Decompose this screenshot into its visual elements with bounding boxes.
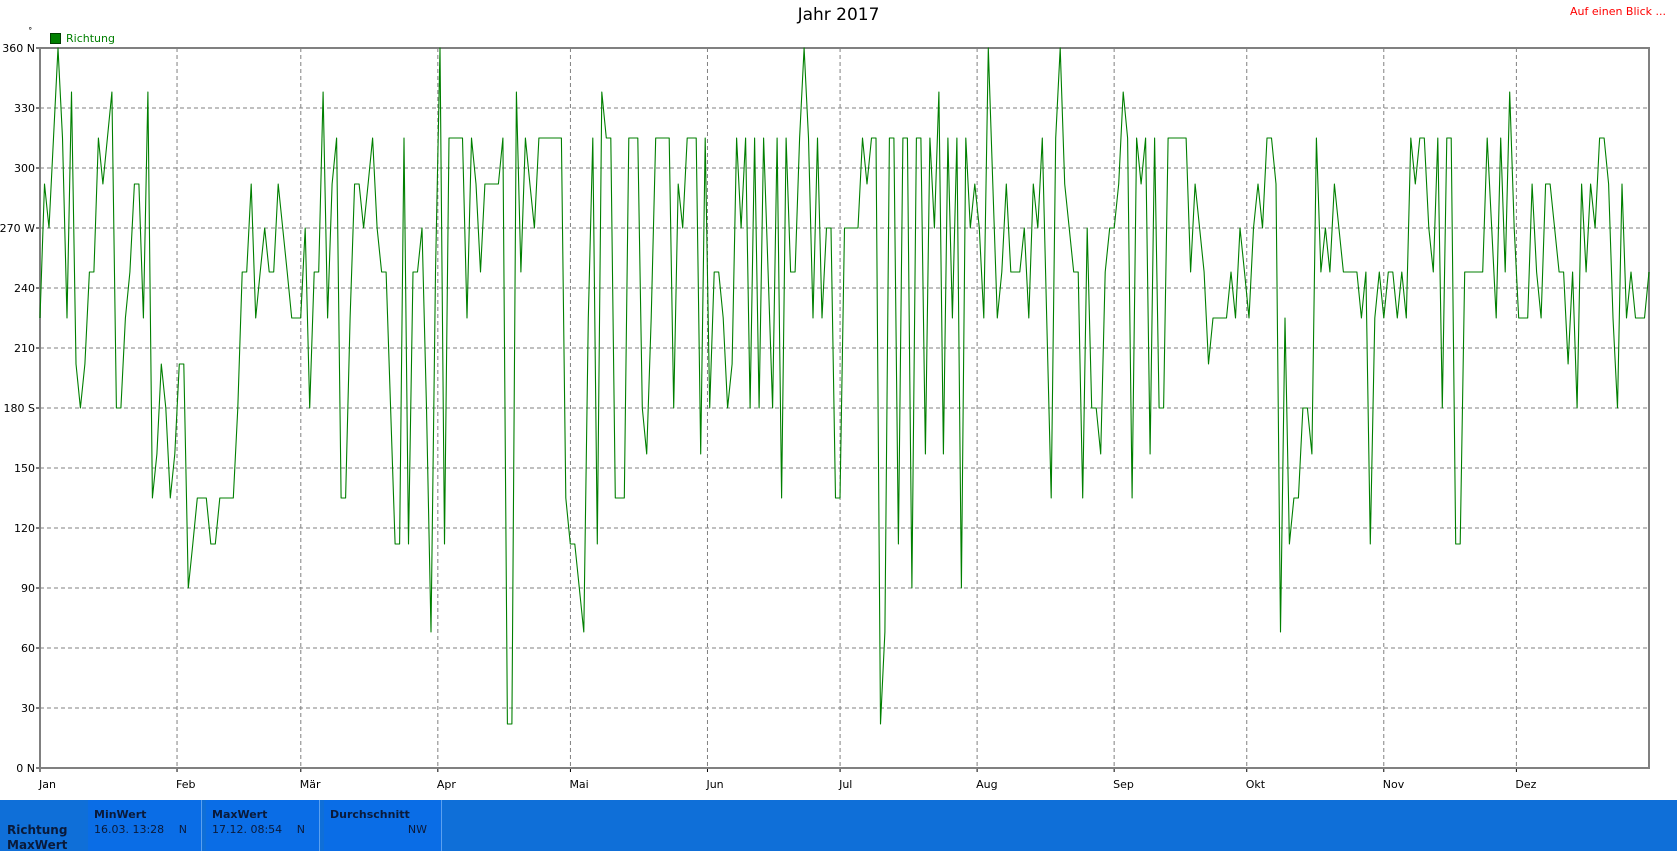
x-month-label: Dez <box>1515 778 1536 791</box>
stats-cell-min: MinWert 16.03. 13:28 N <box>88 800 202 851</box>
y-tick-label: 330 <box>14 102 35 115</box>
stats-row-label-richtung: Richtung <box>7 823 68 837</box>
chart-title: Jahr 2017 <box>797 5 880 25</box>
y-tick-label: 150 <box>14 462 35 475</box>
x-month-label: Mai <box>569 778 588 791</box>
y-tick-label: 210 <box>14 342 35 355</box>
x-month-label: Nov <box>1383 778 1405 791</box>
x-month-label: Mär <box>300 778 321 791</box>
y-tick-label: 60 <box>21 642 35 655</box>
stats-min-value: 16.03. 13:28 <box>94 823 165 836</box>
stats-min-header: MinWert <box>94 808 147 821</box>
stats-max-header: MaxWert <box>212 808 268 821</box>
x-month-label: Jun <box>705 778 723 791</box>
y-tick-label: 300 <box>14 162 35 175</box>
y-tick-label: 90 <box>21 582 35 595</box>
x-month-label: Jan <box>38 778 56 791</box>
stats-cell-max: MaxWert 17.12. 08:54 N <box>206 800 320 851</box>
series-line-richtung <box>39 47 1650 725</box>
y-tick-label: 120 <box>14 522 35 535</box>
y-tick-label: 30 <box>21 702 35 715</box>
wind-direction-chart: 0 N 30 60 90 120 150 180 S 210 240 270 W 300 330 360… <box>0 42 1650 791</box>
y-tick-label: 360 N <box>2 42 35 55</box>
legend-label: Richtung <box>66 31 115 45</box>
stats-avg-direction: NW <box>407 823 427 836</box>
legend-swatch <box>50 32 61 44</box>
y-tick-label: 0 N <box>16 762 35 775</box>
stats-avg-header: Durchschnitt <box>330 808 410 821</box>
chart-legend: Richtung <box>50 31 115 45</box>
x-month-label: Feb <box>176 778 195 791</box>
x-month-label: Okt <box>1246 778 1266 791</box>
y-tick-label: 180 S <box>4 402 35 415</box>
x-month-label: Jul <box>838 778 852 791</box>
overview-link[interactable]: Auf einen Blick ... <box>1570 5 1666 18</box>
stats-panel: Richtung MaxWert MinWert 16.03. 13:28 N … <box>0 800 1677 852</box>
stats-cell-avg: Durchschnitt NW <box>324 800 442 851</box>
stats-row-label-maxwert: MaxWert <box>7 838 68 852</box>
stats-min-direction: N <box>178 823 187 836</box>
x-month-label: Aug <box>976 778 997 791</box>
x-month-label: Apr <box>437 778 457 791</box>
x-month-label: Sep <box>1113 778 1134 791</box>
y-tick-label: 240 <box>14 282 35 295</box>
corner-marker: ˚ <box>28 28 33 38</box>
stats-max-value: 17.12. 08:54 <box>212 823 283 836</box>
plot-frame <box>39 47 1650 769</box>
stats-max-direction: N <box>296 823 305 836</box>
y-tick-label: 270 W <box>0 222 35 235</box>
